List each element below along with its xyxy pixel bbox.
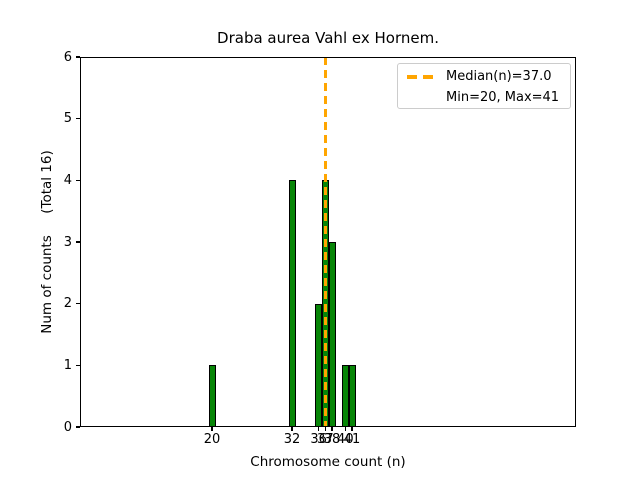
y-tick-0 bbox=[76, 426, 80, 428]
x-tick-label-38: 38 bbox=[323, 432, 341, 447]
chart-title: Draba aurea Vahl ex Hornem. bbox=[217, 29, 439, 47]
y-tick-label-1: 1 bbox=[63, 357, 72, 373]
x-tick-label-32: 32 bbox=[283, 432, 301, 447]
median-line bbox=[324, 57, 327, 427]
bar-20 bbox=[208, 365, 216, 427]
x-tick-37 bbox=[324, 427, 326, 431]
x-tick-32 bbox=[291, 427, 293, 431]
x-tick-label-20: 20 bbox=[203, 432, 221, 447]
y-tick-label-5: 5 bbox=[63, 111, 72, 127]
x-tick-label-40: 40 bbox=[337, 432, 354, 447]
x-tick-40 bbox=[344, 427, 346, 431]
y-tick-3 bbox=[76, 241, 80, 243]
x-tick-label-36: 36 bbox=[310, 432, 327, 447]
y-tick-5 bbox=[76, 118, 80, 120]
legend-entry-median: Median(n)=37.0 bbox=[398, 66, 570, 87]
legend-entry-minmax: Min=20, Max=41 bbox=[398, 87, 570, 108]
y-tick-label-0: 0 bbox=[63, 419, 72, 435]
legend-minmax-label: Min=20, Max=41 bbox=[446, 90, 560, 105]
y-tick-label-3: 3 bbox=[63, 234, 72, 250]
y-tick-label-2: 2 bbox=[63, 296, 72, 312]
x-axis-label: Chromosome count (n) bbox=[250, 454, 406, 470]
y-tick-2 bbox=[76, 303, 80, 305]
y-tick-4 bbox=[76, 179, 80, 181]
x-tick-38 bbox=[331, 427, 333, 431]
x-tick-20 bbox=[211, 427, 213, 431]
bar-32 bbox=[288, 180, 296, 427]
x-tick-41 bbox=[351, 427, 353, 431]
x-tick-36 bbox=[318, 427, 320, 431]
legend-median-label: Median(n)=37.0 bbox=[446, 69, 552, 84]
x-tick-label-41: 41 bbox=[343, 432, 361, 447]
x-tick-label-37: 37 bbox=[317, 432, 334, 447]
y-tick-1 bbox=[76, 364, 80, 366]
bar-41 bbox=[348, 365, 356, 427]
y-tick-label-6: 6 bbox=[63, 49, 72, 65]
y-tick-6 bbox=[76, 56, 80, 58]
legend: Median(n)=37.0 Min=20, Max=41 bbox=[397, 63, 571, 109]
median-dashed-line-icon bbox=[407, 75, 435, 79]
bar-38 bbox=[328, 242, 336, 427]
y-tick-label-4: 4 bbox=[63, 172, 72, 188]
